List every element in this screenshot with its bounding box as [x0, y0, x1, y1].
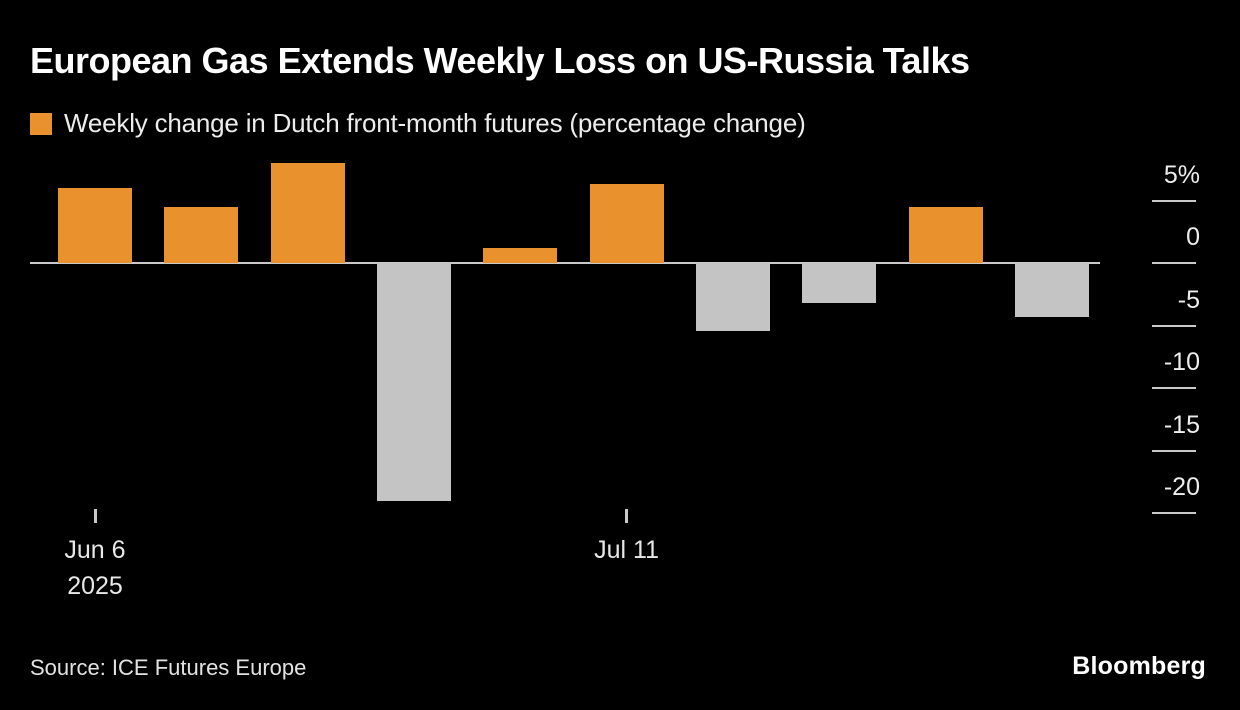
bar-jun-6 [58, 188, 132, 263]
chart-legend: Weekly change in Dutch front-month futur… [30, 108, 806, 139]
legend-swatch-icon [30, 112, 52, 135]
y-axis-label: -15 [1163, 410, 1200, 439]
bar-aug-1 [908, 206, 983, 264]
y-axis-tick [1152, 199, 1196, 202]
y-axis-label: 5% [1163, 160, 1200, 189]
bar-aug-8 [1015, 263, 1089, 317]
bar-jul-25 [802, 263, 877, 303]
x-axis-tick [625, 509, 629, 523]
y-axis-tick [1152, 324, 1196, 327]
x-axis-label: 2025 [67, 572, 123, 600]
bar-jul-4 [483, 248, 558, 263]
bar-jun-20 [270, 163, 345, 263]
y-axis-label: -20 [1163, 473, 1200, 501]
y-axis-tick [1152, 387, 1196, 389]
x-axis-label: Jun 6 [64, 536, 126, 564]
y-axis-tick [1152, 449, 1196, 452]
x-axis-label: Jul 11 [594, 536, 660, 564]
bar-jul-18 [696, 263, 770, 331]
bloomberg-logo: Bloomberg [1072, 652, 1206, 680]
chart-title: European Gas Extends Weekly Loss on US-R… [30, 40, 970, 81]
zero-baseline [30, 262, 1100, 264]
bar-jun-13 [164, 206, 239, 264]
y-axis-tick [1152, 512, 1196, 514]
bar-jun-27 [377, 263, 451, 501]
y-axis-label: 0 [1186, 223, 1200, 251]
x-axis-tick [93, 509, 97, 523]
y-axis-label: -10 [1163, 348, 1200, 376]
legend-label: Weekly change in Dutch front-month futur… [64, 108, 806, 138]
y-axis-label: -5 [1177, 285, 1200, 314]
source-text: Source: ICE Futures Europe [30, 655, 307, 680]
y-axis-tick [1152, 262, 1196, 264]
bar-jul-11 [589, 184, 664, 264]
